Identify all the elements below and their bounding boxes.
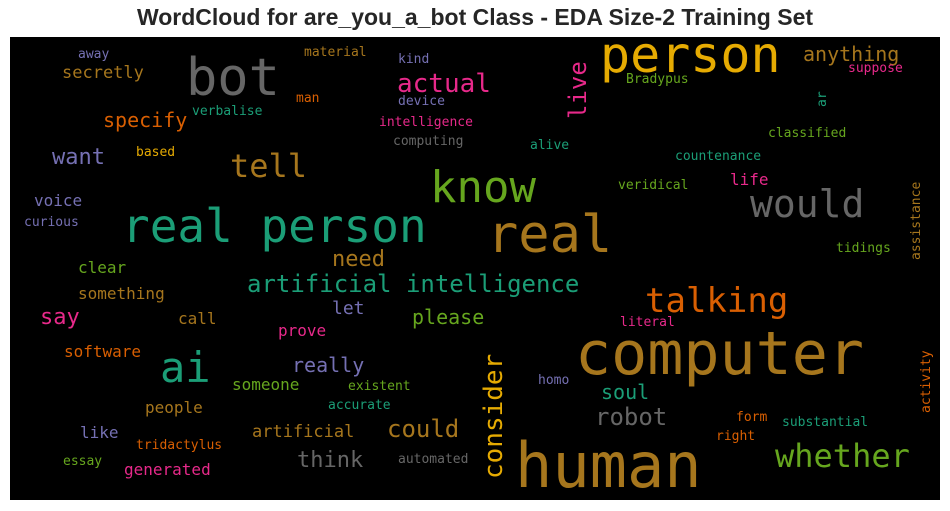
word-form: form bbox=[736, 410, 767, 425]
word-right: right bbox=[716, 429, 755, 444]
word-life: life bbox=[730, 170, 769, 189]
word-man: man bbox=[296, 91, 319, 106]
word-literal: literal bbox=[620, 315, 675, 330]
word-something: something bbox=[78, 284, 165, 303]
word-countenance: countenance bbox=[675, 149, 761, 164]
wordcloud-canvas: human computer real person real person bot kno… bbox=[10, 37, 940, 500]
word-live: live bbox=[564, 61, 592, 119]
word-know: know bbox=[430, 162, 536, 213]
word-curious: curious bbox=[24, 215, 79, 230]
word-assistance: assistance bbox=[909, 182, 924, 260]
word-bradypus: Bradypus bbox=[626, 72, 689, 87]
word-secretly: secretly bbox=[62, 63, 144, 83]
word-would: would bbox=[750, 182, 864, 226]
word-artificial: artificial bbox=[252, 422, 354, 442]
word-activity: activity bbox=[919, 350, 934, 413]
word-based: based bbox=[136, 145, 175, 160]
word-computing: computing bbox=[393, 134, 463, 149]
word-actual: actual bbox=[397, 69, 491, 99]
wordcloud-svg: human computer real person real person bot kno… bbox=[24, 37, 934, 500]
word-soul: soul bbox=[601, 380, 649, 404]
word-suppose: suppose bbox=[848, 61, 903, 76]
word-automated: automated bbox=[398, 452, 468, 467]
word-kind: kind bbox=[398, 52, 429, 67]
word-robot: robot bbox=[595, 403, 667, 431]
chart-title: WordCloud for are_you_a_bot Class - EDA … bbox=[136, 4, 814, 30]
word-homo: homo bbox=[538, 373, 569, 388]
word-alive: alive bbox=[530, 138, 569, 153]
word-let: let bbox=[332, 298, 365, 319]
word-software: software bbox=[64, 342, 141, 361]
word-bot: bot bbox=[186, 48, 280, 108]
word-tell: tell bbox=[230, 147, 307, 185]
word-veridical: veridical bbox=[618, 178, 688, 193]
word-need: need bbox=[332, 247, 385, 272]
word-could: could bbox=[387, 415, 459, 443]
word-tidings: tidings bbox=[836, 241, 891, 256]
word-call: call bbox=[178, 309, 217, 328]
word-accurate: accurate bbox=[328, 398, 391, 413]
word-person: person bbox=[600, 37, 781, 84]
word-artificial-intelligence: artificial intelligence bbox=[247, 270, 579, 298]
word-talking: talking bbox=[645, 281, 788, 321]
word-device: device bbox=[398, 94, 445, 109]
word-anything: anything bbox=[803, 42, 899, 66]
word-want: want bbox=[52, 145, 105, 170]
word-real-person: real person bbox=[122, 199, 427, 253]
word-away: away bbox=[78, 47, 109, 62]
word-real: real bbox=[487, 205, 612, 265]
word-please: please bbox=[412, 305, 484, 329]
word-generated: generated bbox=[124, 460, 211, 479]
word-verbalise: verbalise bbox=[192, 104, 263, 119]
word-ai: ai bbox=[160, 343, 211, 392]
word-people: people bbox=[145, 398, 203, 417]
word-ar: ar bbox=[815, 91, 830, 107]
word-classified: classified bbox=[768, 126, 846, 141]
word-think: think bbox=[297, 448, 363, 473]
word-whether: whether bbox=[775, 437, 910, 475]
word-specify: specify bbox=[103, 108, 187, 132]
word-someone: someone bbox=[232, 375, 299, 394]
word-prove: prove bbox=[278, 321, 326, 340]
word-substantial: substantial bbox=[782, 415, 868, 430]
word-clear: clear bbox=[78, 258, 127, 277]
word-like: like bbox=[80, 423, 119, 442]
word-human: human bbox=[515, 429, 702, 500]
word-consider: consider bbox=[479, 354, 509, 479]
word-material: material bbox=[304, 45, 367, 60]
word-intelligence: intelligence bbox=[379, 115, 473, 130]
word-tridactylus: tridactylus bbox=[136, 438, 222, 453]
word-existent: existent bbox=[348, 379, 411, 394]
word-really: really bbox=[292, 353, 364, 377]
word-essay: essay bbox=[63, 454, 102, 469]
word-computer: computer bbox=[575, 319, 864, 389]
word-say: say bbox=[40, 305, 80, 330]
word-voice: voice bbox=[34, 191, 82, 210]
